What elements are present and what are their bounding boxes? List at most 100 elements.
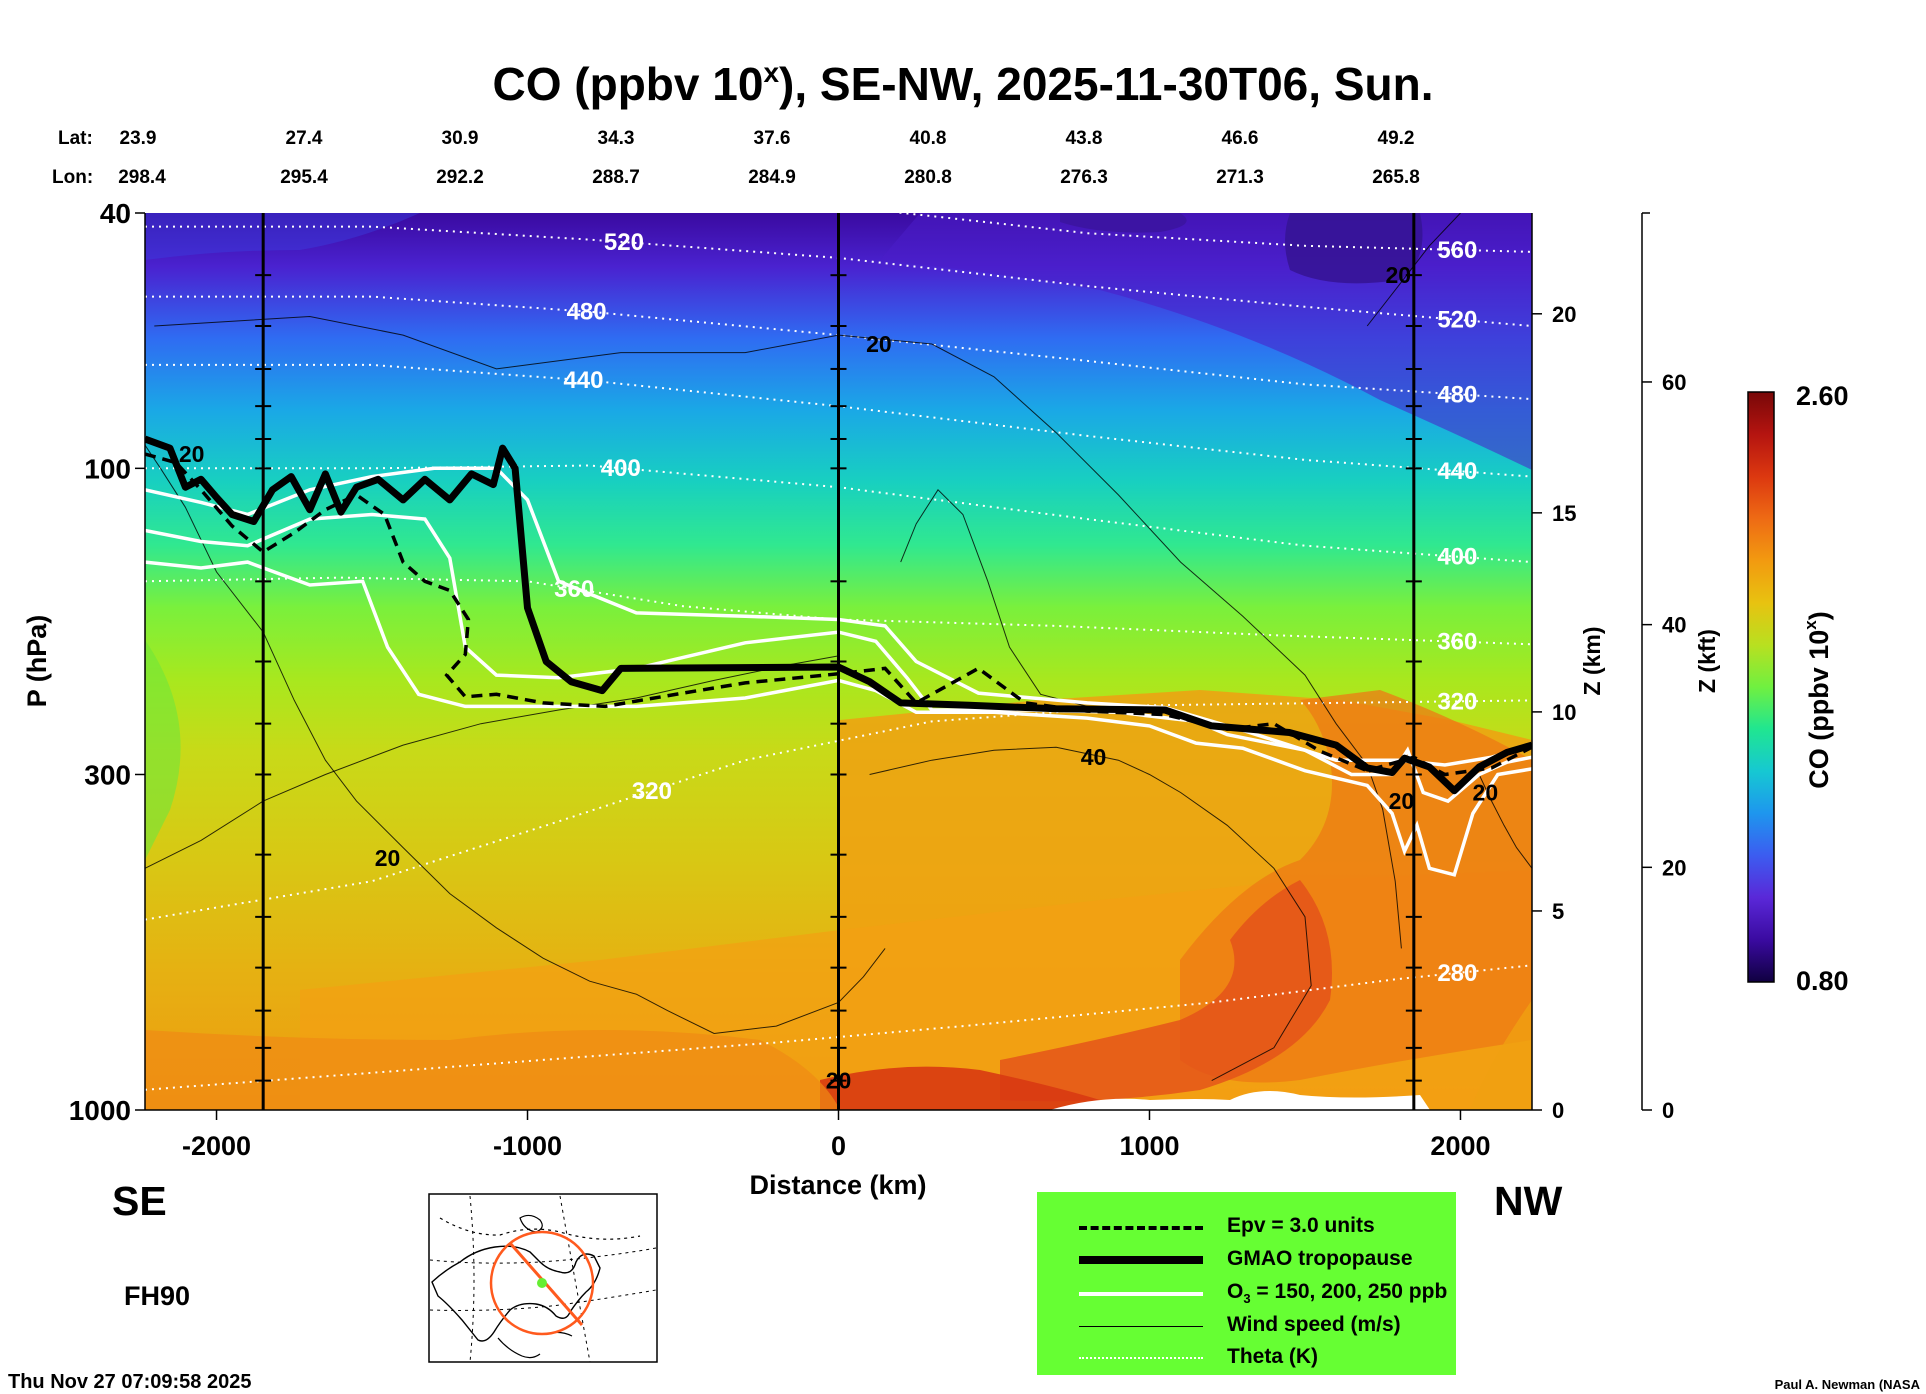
z-km-tick-label: 15 [1552, 501, 1576, 526]
se-direction-label: SE [112, 1178, 167, 1224]
colorbar-min-label: 0.80 [1796, 966, 1849, 996]
theta-contour-label: 400 [601, 455, 641, 482]
chart-title: CO (ppbv 10x), SE-NW, 2025-11-30T06, Sun… [493, 57, 1434, 110]
legend-label: Epv = 3.0 units [1227, 1214, 1375, 1237]
co-patch-red [1000, 880, 1332, 1102]
theta-contour-label: 520 [1437, 307, 1477, 334]
x-tick-label: 1000 [1119, 1131, 1179, 1161]
z-km-tick-label: 10 [1552, 700, 1576, 725]
co-patch-purple [880, 213, 1532, 470]
lat-value: 49.2 [1378, 128, 1415, 149]
lon-value: 276.3 [1060, 167, 1108, 188]
lat-row-label: Lat: [58, 128, 93, 149]
wind-contour-label: 20 [1473, 779, 1499, 805]
x-tick-label: -2000 [182, 1131, 251, 1161]
theta-contour-label: 520 [604, 229, 644, 256]
lat-value: 27.4 [286, 128, 323, 149]
lat-value: 40.8 [910, 128, 947, 149]
theta-contour-label: 440 [563, 367, 603, 394]
wind-contour-label: 20 [826, 1068, 852, 1094]
lat-value: 43.8 [1066, 128, 1103, 149]
z-kft-axis-label: Z (kft) [1694, 629, 1720, 693]
co-patch-red-surface [820, 1066, 1100, 1110]
theta-contour-label: 400 [1437, 544, 1477, 571]
section-marker-lines [255, 213, 1422, 1110]
ozone-contour [145, 560, 1532, 877]
legend-item-epv: Epv = 3.0 units [1037, 1212, 1456, 1242]
wind-contour-label: 20 [375, 845, 401, 871]
wind-contour-label: 20 [1385, 262, 1411, 288]
tropopause-path [145, 435, 1532, 795]
wind-contour [900, 489, 1088, 707]
colorbar [1747, 391, 1775, 983]
legend-swatch-dashed [1079, 1226, 1203, 1230]
lat-value: 46.6 [1222, 128, 1259, 149]
legend-swatch-dotted [1079, 1357, 1203, 1359]
x-axis-label: Distance (km) [749, 1170, 926, 1200]
lon-value: 298.4 [118, 167, 166, 188]
co-patch-orange-surface [145, 1030, 840, 1110]
lon-value: 271.3 [1216, 167, 1264, 188]
y-axis: 40 100 300 1000 [69, 198, 146, 1126]
wind-contour-label: 20 [866, 331, 892, 357]
wind-contour-label: 40 [1081, 744, 1107, 770]
z-kft-tick-label: 0 [1662, 1098, 1674, 1123]
theta-contour-label: 480 [567, 298, 607, 325]
lon-value: 280.8 [904, 167, 952, 188]
nw-direction-label: NW [1494, 1178, 1563, 1224]
legend-item-ozone: O3 = 150, 200, 250 ppb [1037, 1278, 1456, 1308]
z-km-tick-label: 5 [1552, 899, 1564, 924]
z-kft-tick-label: 40 [1662, 613, 1686, 638]
wind-contour [145, 444, 886, 1035]
lon-value: 265.8 [1372, 167, 1420, 188]
y-tick-label: 40 [100, 198, 131, 229]
wind-contour-label: 20 [179, 441, 205, 467]
legend-swatch-white [1079, 1292, 1203, 1296]
locator-map [428, 1193, 658, 1363]
wind-contour-label: 20 [1389, 788, 1415, 814]
theta-contour-label: 360 [1437, 629, 1477, 656]
legend-item-theta: Theta (K) [1037, 1343, 1456, 1373]
y-tick-label: 300 [84, 759, 131, 790]
co-patch-green [145, 640, 181, 860]
credit-label: Paul A. Newman (NASA [1775, 1377, 1921, 1392]
theta-contour-label: 280 [1437, 960, 1477, 987]
theta-contour-label: 320 [632, 778, 672, 805]
legend-label: GMAO tropopause [1227, 1247, 1413, 1270]
lat-lon-labels: 23.9 298.4 27.4 295.4 30.9 292.2 34.3 288.7 37.6… [118, 128, 1420, 188]
legend-label: O3 = 150, 200, 250 ppb [1227, 1280, 1448, 1307]
tropopause-line [145, 435, 1532, 795]
lon-value: 284.9 [748, 167, 796, 188]
contour-labels: 280 320 320 360 360 400 400 440 440 480 480 520 520 5… [179, 229, 1498, 1094]
z-km-tick-label: 20 [1552, 302, 1576, 327]
x-tick-label: 0 [831, 1131, 846, 1161]
timestamp-label: Thu Nov 27 07:09:58 2025 [8, 1371, 251, 1393]
z-km-tick-label: 0 [1552, 1098, 1564, 1123]
legend-item-wind: Wind speed (m/s) [1037, 1311, 1456, 1341]
lon-value: 295.4 [280, 167, 328, 188]
legend-swatch-thin [1079, 1326, 1203, 1327]
theta-contour-label: 480 [1437, 381, 1477, 408]
z-km-axis-label: Z (km) [1579, 627, 1605, 696]
theta-contour [894, 213, 1532, 253]
lon-row-label: Lon: [52, 167, 93, 188]
z-kft-tick-label: 20 [1662, 855, 1686, 880]
y-tick-label: 100 [84, 453, 131, 484]
x-tick-label: 2000 [1430, 1131, 1490, 1161]
lat-value: 23.9 [120, 128, 157, 149]
theta-contour-label: 560 [1437, 237, 1477, 264]
x-tick-label: -1000 [493, 1131, 562, 1161]
colorbar-label: CO (ppbv 10x) [1801, 611, 1834, 789]
theta-contour-label: 360 [554, 576, 594, 603]
co-patch-orange-edge [1470, 1000, 1532, 1110]
legend-swatch-thick [1079, 1256, 1203, 1264]
legend-label: Wind speed (m/s) [1227, 1313, 1401, 1336]
ground-mask [1050, 1091, 1430, 1110]
epv-contour [145, 452, 1532, 777]
legend-label: Theta (K) [1227, 1345, 1318, 1368]
z-kft-axis: 0 20 40 60 [1641, 212, 1686, 1123]
y-tick-label: 1000 [69, 1095, 131, 1126]
lat-value: 34.3 [598, 128, 635, 149]
legend: Epv = 3.0 units GMAO tropopause O3 = 150… [1037, 1192, 1456, 1375]
